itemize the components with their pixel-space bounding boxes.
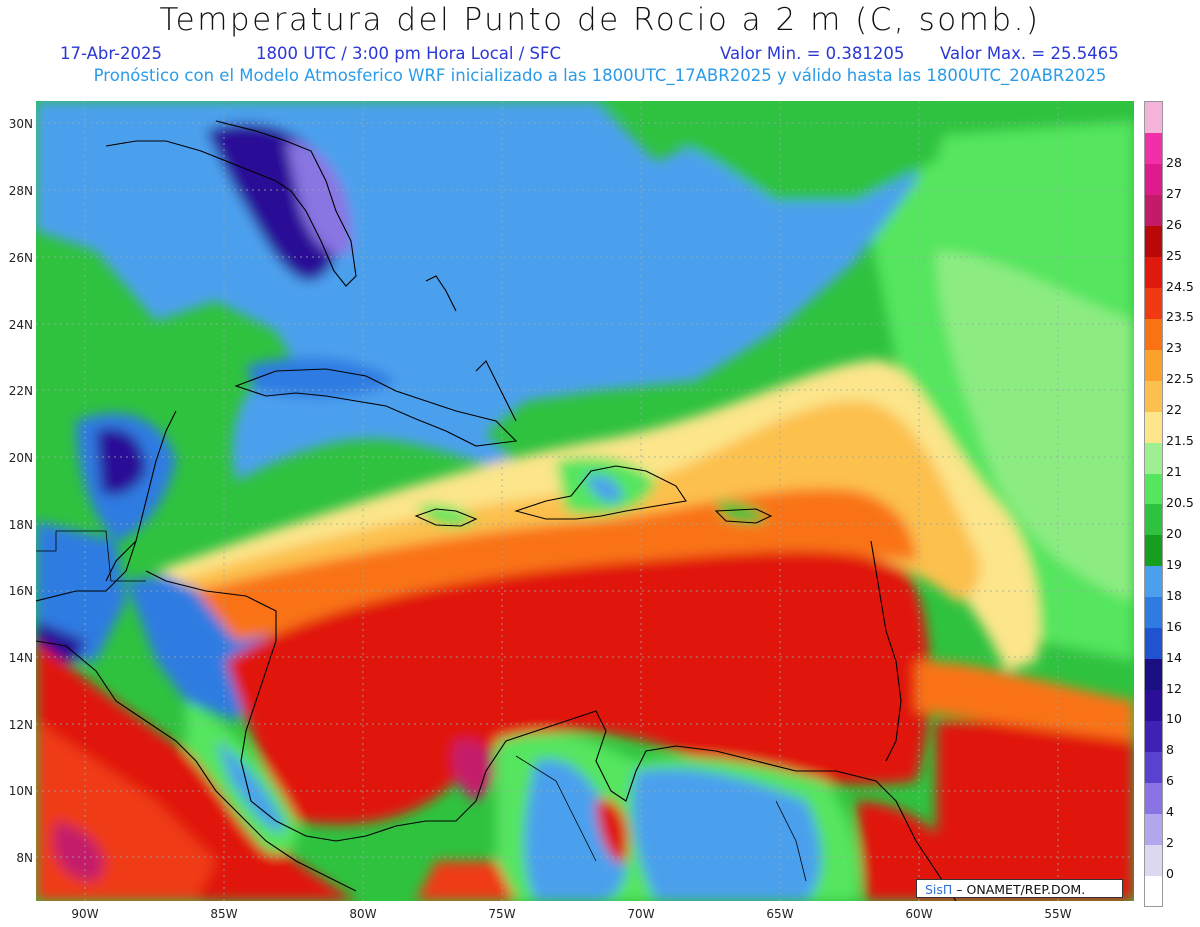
colorbar-swatch — [1145, 473, 1162, 505]
colorbar-swatch — [1145, 256, 1162, 289]
colorbar-swatch — [1145, 287, 1162, 319]
colorbar-tick-label: 6 — [1166, 773, 1174, 789]
lat-label: 8N — [16, 851, 33, 865]
lat-label: 30N — [8, 117, 33, 131]
colorbar-swatch — [1145, 596, 1162, 629]
colorbar-tick-label: 8 — [1166, 742, 1174, 758]
colorbar-tick-label: 23 — [1166, 340, 1182, 356]
colorbar-swatch — [1145, 689, 1162, 721]
colorbar-swatch — [1145, 658, 1162, 691]
lon-label: 60W — [905, 907, 933, 921]
credit-brand: SisΠ — [925, 882, 953, 897]
lon-label: 90W — [71, 907, 99, 921]
max-value: Valor Max. = 25.5465 — [940, 44, 1119, 63]
colorbar-swatch — [1145, 844, 1162, 876]
colorbar-swatch — [1145, 163, 1162, 196]
forecast-date: 17-Abr-2025 — [60, 44, 163, 63]
map-title: Temperatura del Punto de Rocio a 2 m (C,… — [159, 2, 1041, 38]
dewpoint-map — [36, 101, 1134, 901]
lon-label: 85W — [210, 907, 238, 921]
lat-label: 16N — [8, 584, 33, 598]
colorbar-swatch — [1145, 813, 1162, 845]
lat-label: 12N — [8, 718, 33, 732]
colorbar-swatch — [1145, 318, 1162, 350]
lon-label: 75W — [488, 907, 516, 921]
colorbar-tick-label: 18 — [1166, 587, 1182, 603]
colorbar-tick-label: 27 — [1166, 185, 1182, 201]
colorbar-tick-label: 0 — [1166, 866, 1174, 882]
colorbar-tick-label: 20 — [1166, 525, 1182, 541]
colorbar-swatch — [1145, 782, 1162, 814]
lat-label: 26N — [8, 251, 33, 265]
political-borders — [36, 530, 807, 882]
colorbar — [1144, 101, 1163, 907]
colorbar-tick-label: 19 — [1166, 556, 1182, 572]
colorbar-tick-label: 23.5 — [1166, 309, 1194, 325]
lon-label: 55W — [1044, 907, 1072, 921]
colorbar-tick-label: 14 — [1166, 649, 1182, 665]
colorbar-swatch — [1145, 380, 1162, 412]
colorbar-swatch — [1145, 225, 1162, 258]
lat-label: 18N — [8, 518, 33, 532]
colorbar-tick-label: 26 — [1166, 216, 1182, 232]
colorbar-swatch — [1145, 504, 1162, 536]
lat-label: 14N — [8, 651, 33, 665]
colorbar-tick-label: 4 — [1166, 804, 1174, 820]
lon-label: 80W — [349, 907, 377, 921]
colorbar-tick-label: 2 — [1166, 835, 1174, 851]
lat-label: 28N — [8, 184, 33, 198]
colorbar-swatch — [1145, 534, 1162, 567]
credit-text: – ONAMET/REP.DOM. — [952, 882, 1086, 897]
colorbar-swatch — [1145, 411, 1162, 443]
min-value: Valor Min. = 0.381205 — [720, 44, 905, 63]
colorbar-tick-label: 16 — [1166, 618, 1182, 634]
lat-label: 10N — [8, 784, 33, 798]
lon-label: 70W — [627, 907, 655, 921]
credit-box: SisΠ – ONAMET/REP.DOM. — [916, 879, 1123, 898]
colorbar-tick-label: 22 — [1166, 402, 1182, 418]
colorbar-swatch — [1145, 442, 1162, 474]
forecast-time: 1800 UTC / 3:00 pm Hora Local / SFC — [256, 44, 562, 63]
colorbar-tick-label: 22.5 — [1166, 371, 1194, 387]
colorbar-tick-label: 24.5 — [1166, 278, 1194, 294]
colorbar-swatch — [1145, 102, 1162, 134]
lon-label: 65W — [766, 907, 794, 921]
colorbar-tick-label: 21.5 — [1166, 433, 1194, 449]
coastlines — [36, 120, 957, 901]
colorbar-swatch — [1145, 875, 1162, 907]
colorbar-tick-label: 21 — [1166, 464, 1182, 480]
map-panel — [36, 101, 1134, 901]
map-gridlines — [36, 101, 1134, 901]
colorbar-swatch — [1145, 565, 1162, 598]
lat-label: 20N — [8, 451, 33, 465]
lat-label: 24N — [8, 318, 33, 332]
colorbar-tick-label: 28 — [1166, 154, 1182, 170]
colorbar-tick-label: 10 — [1166, 711, 1182, 727]
colorbar-tick-label: 25 — [1166, 247, 1182, 263]
colorbar-swatch — [1145, 194, 1162, 227]
colorbar-tick-label: 20.5 — [1166, 495, 1194, 510]
colorbar-swatch — [1145, 132, 1162, 165]
colorbar-tick-label: 12 — [1166, 680, 1182, 696]
lat-label: 22N — [8, 384, 33, 398]
colorbar-swatch — [1145, 751, 1162, 783]
forecast-subtitle: Pronóstico con el Modelo Atmosferico WRF… — [93, 66, 1107, 85]
colorbar-swatch — [1145, 627, 1162, 660]
colorbar-swatch — [1145, 349, 1162, 381]
colorbar-swatch — [1145, 720, 1162, 752]
